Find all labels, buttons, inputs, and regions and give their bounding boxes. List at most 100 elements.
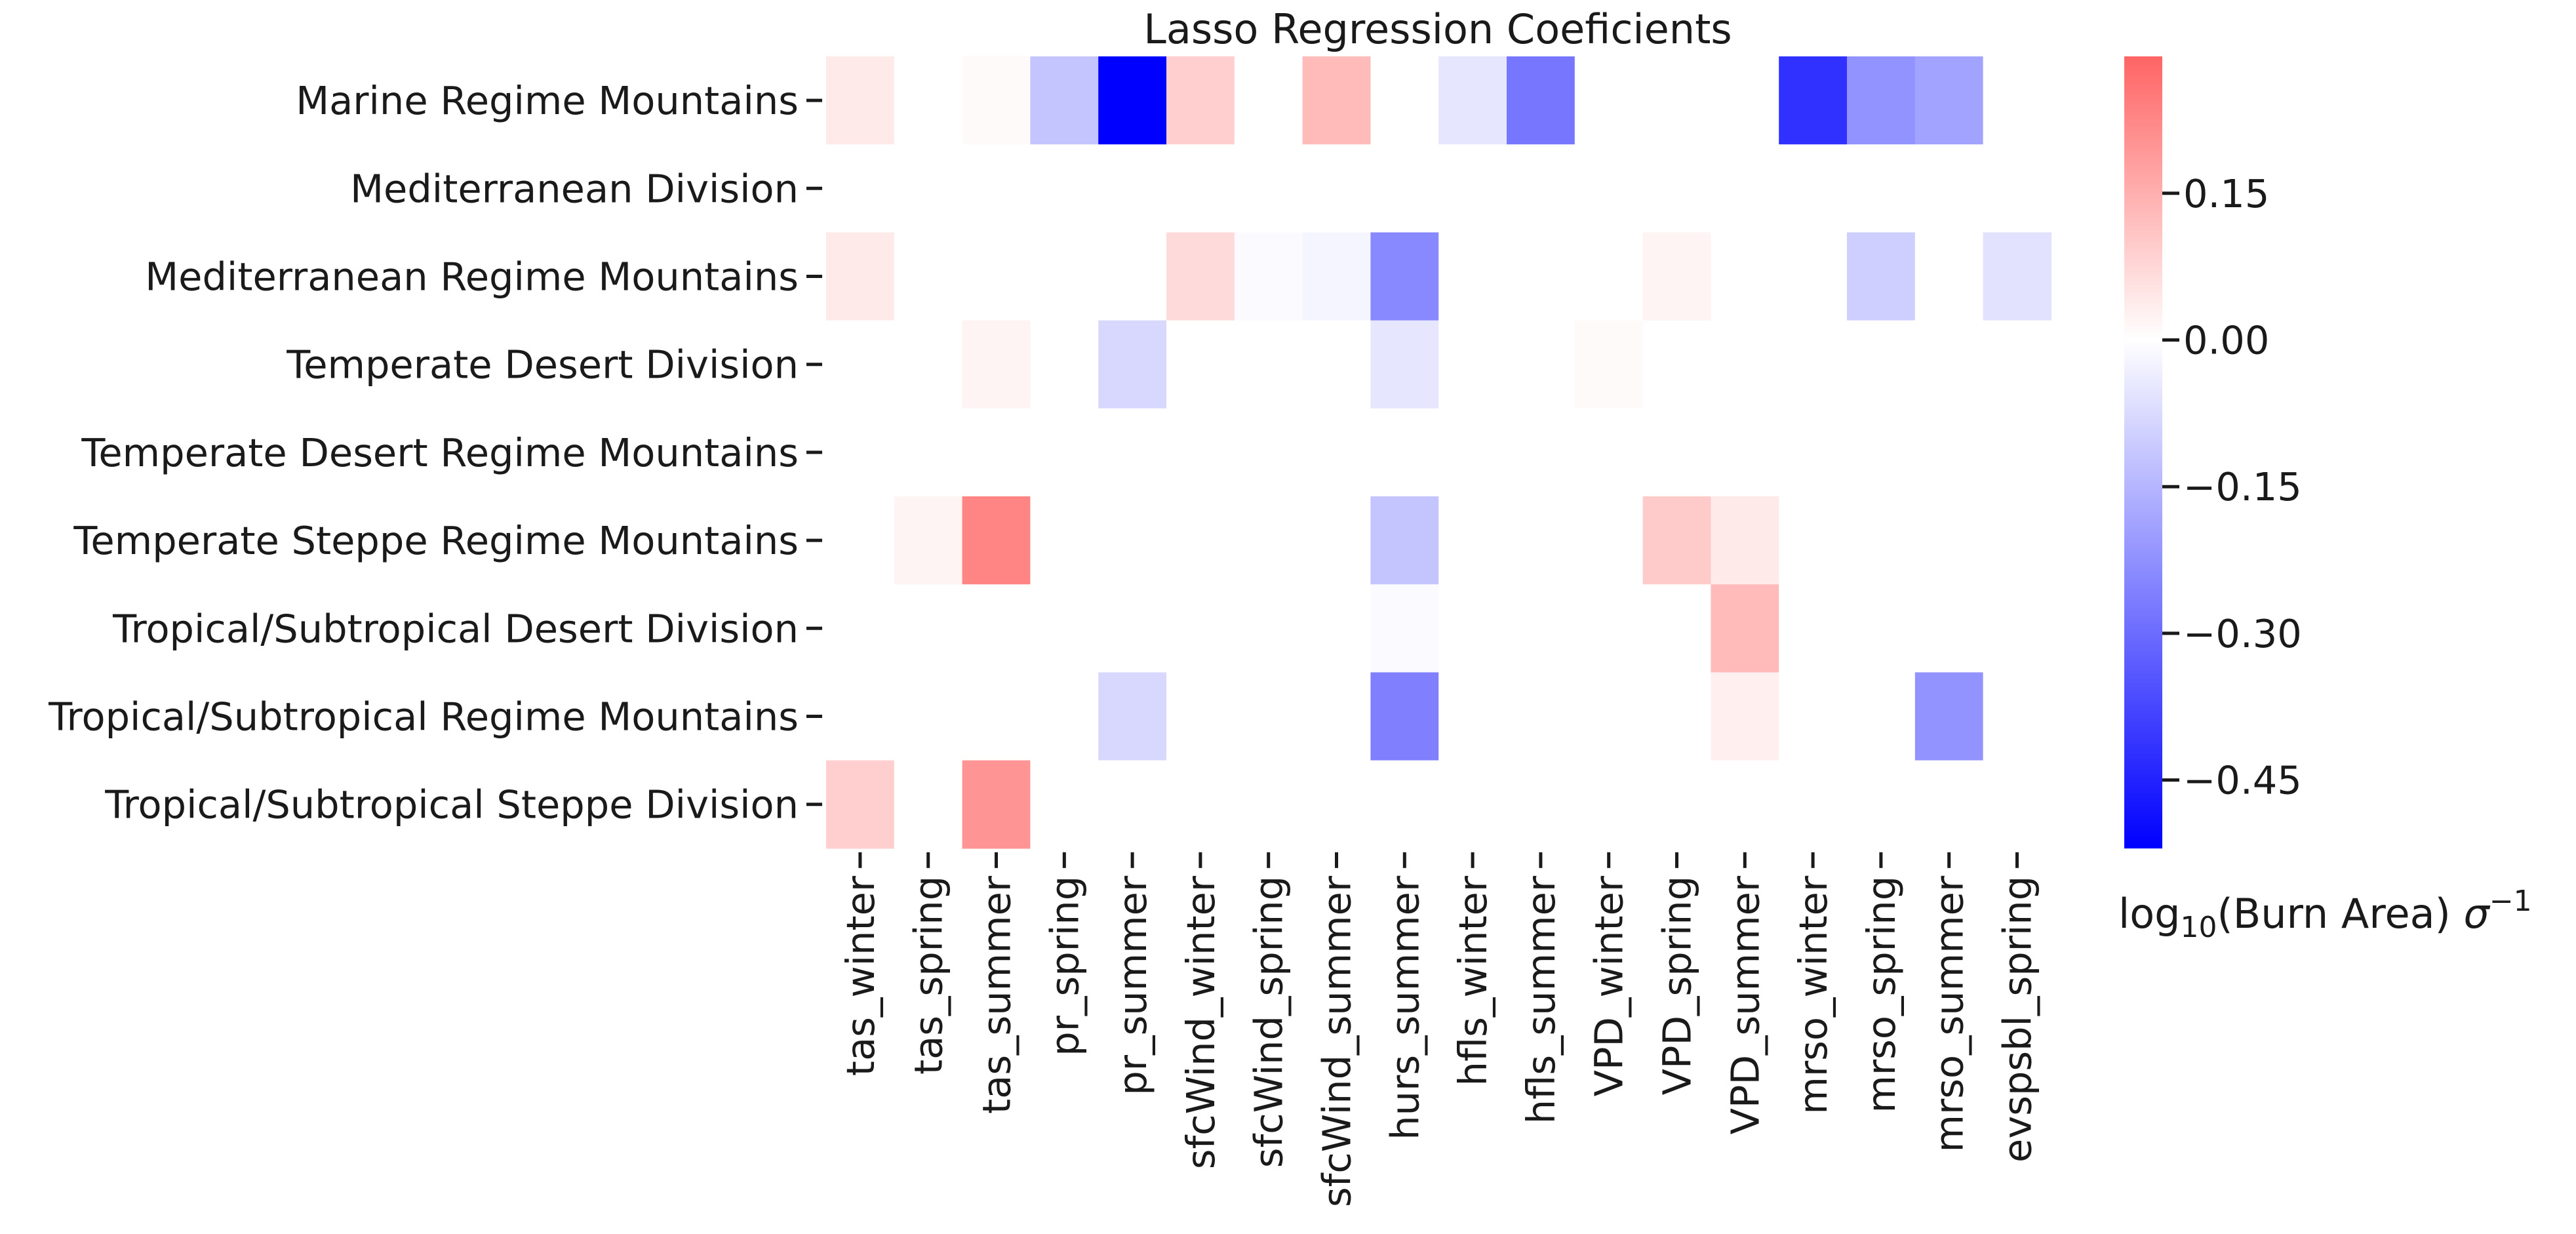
heatmap-cell [1030, 408, 1099, 497]
heatmap-cell [962, 408, 1031, 497]
colorbar-ticks: 0.15 0.00 −0.15 −0.30 −0.45 [2162, 171, 2302, 803]
heatmap-cell [1983, 760, 2051, 849]
heatmap-cell [1711, 144, 1779, 233]
heatmap-cell [1711, 760, 1779, 849]
heatmap-cell [1030, 760, 1099, 849]
heatmap-cell [826, 232, 895, 321]
heatmap-cell [1234, 584, 1303, 673]
row-label: Temperate Desert Regime Mountains [81, 430, 799, 475]
column-label: mrso_winter [1791, 875, 1836, 1115]
colorbar-tick-label: −0.45 [2183, 758, 2302, 803]
heatmap-cell [1574, 320, 1644, 409]
column-label: pr_summer [1110, 875, 1155, 1096]
heatmap-cell [1507, 144, 1575, 233]
heatmap-cell [1302, 672, 1371, 761]
heatmap-cell [1983, 496, 2051, 585]
heatmap-cell [1574, 56, 1644, 145]
heatmap-cell [1234, 672, 1303, 761]
heatmap-cell [1847, 408, 1916, 497]
heatmap-cell [1098, 672, 1167, 761]
heatmap-cell [1711, 408, 1779, 497]
heatmap-cell [1438, 56, 1507, 145]
heatmap-cell [1983, 232, 2051, 321]
heatmap-cell [1098, 584, 1167, 673]
heatmap-cell [1914, 760, 1984, 849]
heatmap-cell [1983, 672, 2051, 761]
heatmap-cell [826, 320, 895, 409]
heatmap-cell [1507, 760, 1575, 849]
heatmap-cell [1574, 584, 1644, 673]
heatmap-cell [1438, 760, 1507, 849]
heatmap-cell [1234, 232, 1303, 321]
heatmap-cell [962, 320, 1031, 409]
colorbar-label-subscript: 10 [2181, 911, 2217, 944]
heatmap-cell [1166, 144, 1235, 233]
heatmap-cell [1574, 496, 1644, 585]
heatmap-cell [1847, 144, 1916, 233]
heatmap-cell [1574, 232, 1644, 321]
column-label: VPD_spring [1655, 876, 1700, 1096]
heatmap-cell [1166, 408, 1235, 497]
row-label: Mediterranean Regime Mountains [145, 254, 799, 300]
heatmap-cell [1438, 144, 1507, 233]
heatmap-cell [894, 320, 963, 409]
heatmap-cell [1983, 144, 2051, 233]
heatmap-cell [1166, 56, 1235, 145]
heatmap-cell [1711, 496, 1779, 585]
heatmap-cell [1914, 232, 1984, 321]
colorbar-tick-label: 0.00 [2183, 317, 2269, 363]
heatmap-cell [1507, 584, 1575, 673]
row-label: Temperate Desert Division [286, 342, 799, 388]
heatmap-cell [894, 408, 963, 497]
heatmap-cell [1166, 496, 1235, 585]
heatmap-cell [1234, 144, 1303, 233]
heatmap-cell [894, 144, 963, 233]
heatmap-cell [1438, 232, 1507, 321]
heatmap-cell [1574, 144, 1644, 233]
heatmap-cell [1847, 496, 1916, 585]
heatmap-cell [1914, 672, 1984, 761]
heatmap-cell [1507, 320, 1575, 409]
heatmap-cell [1507, 672, 1575, 761]
heatmap-cell [826, 584, 895, 673]
row-label: Marine Regime Mountains [296, 78, 799, 123]
heatmap-cell [826, 144, 895, 233]
heatmap-cell [1642, 144, 1711, 233]
heatmap-cell [1166, 760, 1235, 849]
heatmap-cell [1302, 144, 1371, 233]
column-label: evspsbl_spring [1995, 876, 2040, 1163]
heatmap-cell [1779, 408, 1848, 497]
row-label: Tropical/Subtropical Regime Mountains [48, 694, 799, 740]
heatmap-cell [1098, 760, 1167, 849]
heatmap-cell [962, 144, 1031, 233]
heatmap-cell [962, 232, 1031, 321]
heatmap-cell [1234, 760, 1303, 849]
heatmap-cell [1098, 232, 1167, 321]
heatmap-cell [1166, 320, 1235, 409]
heatmap-cell [1847, 56, 1916, 145]
heatmap-cell [1642, 56, 1711, 145]
heatmap-cell [1914, 584, 1984, 673]
heatmap-cell [962, 584, 1031, 673]
heatmap-cell [1166, 672, 1235, 761]
heatmap-cell [1302, 320, 1371, 409]
heatmap-cell [894, 496, 963, 585]
heatmap-cell [1642, 408, 1711, 497]
heatmap-cell [1302, 496, 1371, 585]
heatmap-cell [1370, 56, 1439, 145]
heatmap-cell [1914, 408, 1984, 497]
heatmap-cell [1234, 408, 1303, 497]
heatmap-cell [1507, 56, 1575, 145]
column-label: pr_spring [1042, 876, 1087, 1056]
heatmap-cell [1302, 584, 1371, 673]
heatmap-cell [1779, 320, 1848, 409]
colorbar-label-text: (Burn Area) [2217, 890, 2464, 938]
heatmap-cell [1914, 56, 1984, 145]
heatmap-cell [1370, 672, 1439, 761]
heatmap-cell [1234, 56, 1303, 145]
heatmap-cell [1302, 232, 1371, 321]
heatmap-cell [1030, 144, 1099, 233]
heatmap-cell [1370, 584, 1439, 673]
heatmap-cell [1370, 232, 1439, 321]
